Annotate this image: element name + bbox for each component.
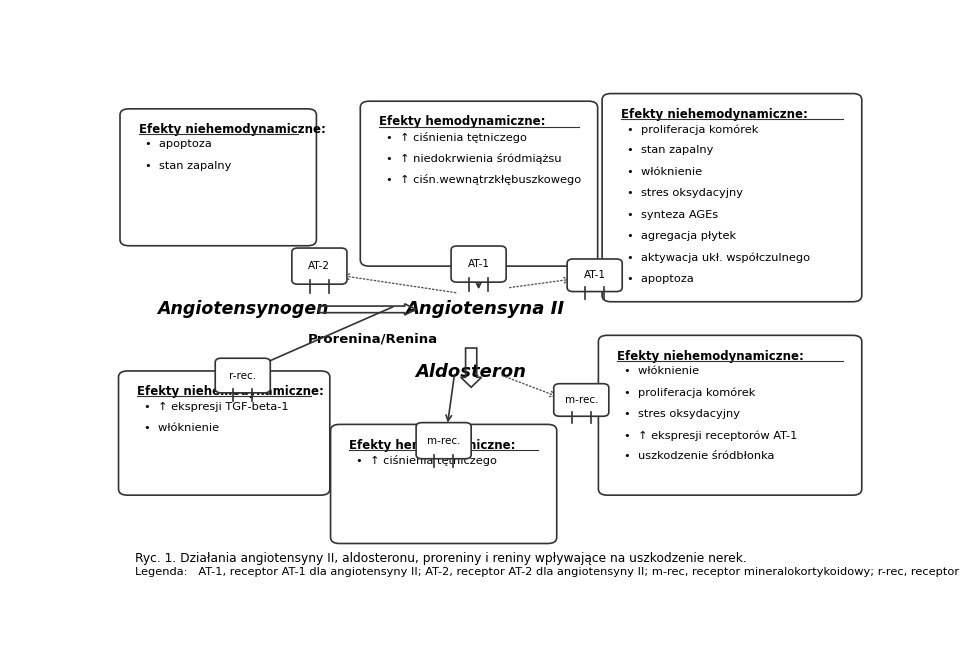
Text: •  uszkodzenie śródbłonka: • uszkodzenie śródbłonka — [624, 451, 774, 461]
Text: Efekty hemodynamiczne:: Efekty hemodynamiczne: — [379, 116, 545, 128]
FancyBboxPatch shape — [602, 94, 862, 301]
FancyBboxPatch shape — [567, 259, 622, 292]
Text: AT-1: AT-1 — [468, 259, 490, 269]
Text: •  agregacja płytek: • agregacja płytek — [628, 231, 736, 241]
Text: •  stan zapalny: • stan zapalny — [145, 161, 231, 171]
Text: •  włóknienie: • włóknienie — [144, 423, 219, 433]
FancyBboxPatch shape — [118, 371, 330, 495]
Text: •  ↑ ciśnienia tętniczego: • ↑ ciśnienia tętniczego — [386, 132, 527, 143]
FancyBboxPatch shape — [292, 248, 347, 284]
Text: •  synteza AGEs: • synteza AGEs — [628, 210, 718, 219]
Text: Efekty niehemodynamiczne:: Efekty niehemodynamiczne: — [137, 385, 324, 398]
Text: Prorenina/Renina: Prorenina/Renina — [308, 332, 438, 346]
Text: Efekty niehemodynamiczne:: Efekty niehemodynamiczne: — [621, 108, 807, 121]
Text: •  aktywacja ukł. współczulnego: • aktywacja ukł. współczulnego — [628, 253, 810, 263]
Text: r-rec.: r-rec. — [229, 371, 256, 381]
Text: Angiotensynogen: Angiotensynogen — [157, 300, 328, 319]
Text: •  proliferacja komórek: • proliferacja komórek — [624, 387, 756, 398]
Text: •  stres oksydacyjny: • stres oksydacyjny — [628, 188, 743, 198]
FancyBboxPatch shape — [360, 101, 598, 266]
Text: •  włóknienie: • włóknienie — [628, 167, 703, 177]
Text: •  proliferacja komórek: • proliferacja komórek — [628, 124, 758, 135]
Text: •  ↑ niedokrwienia śródmiążsu: • ↑ niedokrwienia śródmiążsu — [386, 153, 561, 164]
Text: •  ↑ ekspresji receptorów AT-1: • ↑ ekspresji receptorów AT-1 — [624, 430, 797, 440]
Text: m-rec.: m-rec. — [564, 395, 598, 405]
Text: •  włóknienie: • włóknienie — [624, 366, 699, 376]
Text: •  stan zapalny: • stan zapalny — [628, 145, 714, 155]
Text: •  ↑ ciśnienia tętniczego: • ↑ ciśnienia tętniczego — [356, 455, 497, 466]
Text: m-rec.: m-rec. — [427, 436, 461, 446]
Text: •  apoptoza: • apoptoza — [145, 139, 212, 149]
FancyBboxPatch shape — [598, 335, 862, 495]
FancyBboxPatch shape — [120, 109, 317, 246]
Text: •  stres oksydacyjny: • stres oksydacyjny — [624, 408, 740, 418]
Text: Aldosteron: Aldosteron — [416, 363, 527, 381]
Text: Efekty hemodynamiczne:: Efekty hemodynamiczne: — [349, 439, 516, 451]
Text: Ryc. 1. Działania angiotensyny II, aldosteronu, proreniny i reniny wpływające na: Ryc. 1. Działania angiotensyny II, aldos… — [134, 552, 747, 564]
FancyBboxPatch shape — [554, 383, 609, 416]
Text: Angiotensyna II: Angiotensyna II — [405, 300, 564, 319]
FancyBboxPatch shape — [330, 424, 557, 543]
Text: •  apoptoza: • apoptoza — [628, 274, 694, 284]
Text: Efekty niehemodynamiczne:: Efekty niehemodynamiczne: — [138, 123, 325, 136]
FancyBboxPatch shape — [451, 246, 506, 282]
Text: AT-2: AT-2 — [308, 261, 330, 271]
Text: •  ↑ ciśn.wewnątrzkłębuszkowego: • ↑ ciśn.wewnątrzkłębuszkowego — [386, 175, 581, 186]
FancyBboxPatch shape — [215, 358, 271, 393]
FancyBboxPatch shape — [416, 422, 471, 459]
Text: Efekty niehemodynamiczne:: Efekty niehemodynamiczne: — [617, 350, 804, 363]
Text: •  ↑ ekspresji TGF-beta-1: • ↑ ekspresji TGF-beta-1 — [144, 401, 288, 412]
Text: AT-1: AT-1 — [584, 270, 606, 280]
Text: Legenda:   AT-1, receptor AT-1 dla angiotensyny II; AT-2, receptor AT-2 dla angi: Legenda: AT-1, receptor AT-1 dla angiote… — [134, 567, 960, 577]
